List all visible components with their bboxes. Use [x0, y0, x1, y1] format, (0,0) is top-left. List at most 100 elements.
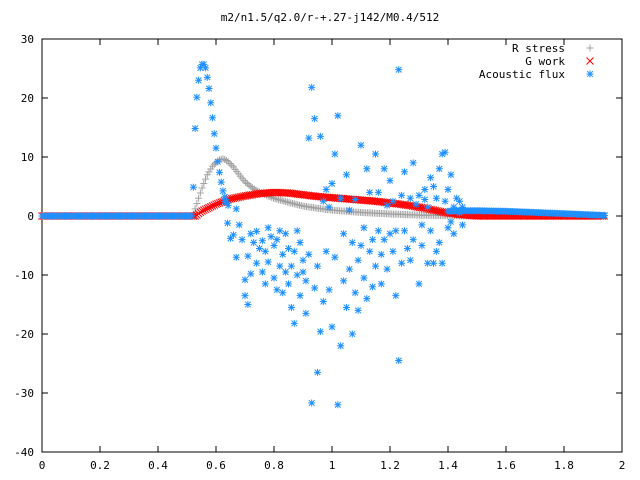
data-point [409, 236, 417, 244]
data-point [195, 194, 203, 202]
data-point [360, 224, 368, 232]
data-point [421, 185, 429, 193]
y-tick-label: -40 [14, 446, 34, 459]
data-point [308, 83, 316, 91]
data-point [459, 221, 466, 229]
y-tick-label: 0 [27, 210, 34, 223]
data-point [287, 262, 295, 270]
data-point [188, 212, 196, 220]
data-point [276, 227, 284, 235]
data-point [247, 230, 255, 238]
data-point [210, 130, 218, 138]
data-point [198, 184, 206, 192]
data-point [325, 286, 333, 294]
data-point [328, 180, 336, 188]
data-point [209, 114, 217, 122]
data-point [250, 239, 258, 247]
data-point [227, 234, 234, 242]
data-point [366, 247, 374, 255]
data-point [258, 237, 266, 245]
data-point [348, 239, 356, 247]
data-point [392, 227, 400, 235]
legend-label-acoustic-flux: Acoustic flux [479, 68, 565, 81]
data-point [241, 292, 249, 300]
data-point [195, 76, 203, 84]
data-point [319, 298, 327, 306]
data-point [224, 201, 232, 209]
data-point [334, 112, 342, 120]
data-point [305, 134, 313, 142]
data-point [290, 319, 298, 327]
series-acoustic-flux [38, 60, 609, 409]
data-point [354, 256, 362, 264]
data-point [229, 231, 237, 239]
plot-frame [41, 38, 623, 453]
data-point [221, 197, 229, 205]
data-point [296, 292, 304, 300]
data-point [203, 73, 211, 81]
x-tick-label: 0.4 [148, 459, 168, 472]
data-point [456, 197, 464, 205]
x-tick-label: 0 [39, 459, 46, 472]
y-tick-label: 30 [21, 33, 34, 46]
data-point [438, 259, 446, 267]
data-point [334, 401, 342, 409]
data-point [386, 230, 394, 238]
data-point [444, 185, 452, 193]
data-point [459, 203, 466, 211]
data-point [264, 224, 272, 232]
series-layer [38, 60, 609, 409]
data-point [214, 158, 222, 166]
data-point [305, 250, 313, 258]
data-point [205, 85, 213, 93]
data-point [351, 289, 359, 297]
legend: R stress G work Acoustic flux [479, 42, 594, 81]
data-point [357, 242, 365, 249]
y-tick-label: -30 [14, 387, 34, 400]
data-point [202, 64, 210, 72]
data-point [343, 303, 350, 311]
data-point [424, 259, 432, 267]
x-tick-label: 1.2 [380, 459, 400, 472]
data-point [401, 227, 408, 235]
data-point [450, 203, 458, 211]
data-point [354, 306, 362, 314]
data-point [366, 188, 374, 196]
data-point [456, 209, 464, 217]
data-point [193, 93, 201, 101]
plot-border [41, 38, 623, 453]
data-point [450, 230, 458, 238]
data-point [196, 64, 204, 72]
data-point [389, 197, 397, 205]
data-point [369, 236, 377, 244]
data-point [438, 150, 446, 158]
x-tick-label: 2 [619, 459, 626, 472]
data-point [302, 277, 310, 285]
data-point [453, 206, 461, 214]
data-point [380, 165, 388, 173]
x-tick-label: 0.6 [206, 459, 226, 472]
x-tick-label: 0.8 [264, 459, 284, 472]
y-tick-label: -10 [14, 269, 34, 282]
data-point [377, 250, 385, 258]
data-point [285, 280, 292, 288]
data-point [601, 211, 609, 219]
data-point [290, 247, 298, 255]
data-point [200, 180, 208, 188]
data-point [279, 289, 287, 297]
x-tick-label: 1 [329, 459, 336, 472]
data-point [383, 201, 391, 209]
data-point [406, 194, 414, 202]
data-point [403, 244, 411, 252]
legend-marker-g-work [586, 57, 594, 65]
data-point [395, 66, 403, 74]
data-point [357, 141, 365, 149]
data-point [435, 239, 443, 247]
data-point [219, 187, 227, 195]
data-point [383, 265, 391, 273]
data-point [299, 256, 307, 264]
data-point [270, 242, 278, 249]
data-point [432, 247, 440, 255]
data-point [398, 259, 406, 267]
data-point [369, 283, 377, 291]
